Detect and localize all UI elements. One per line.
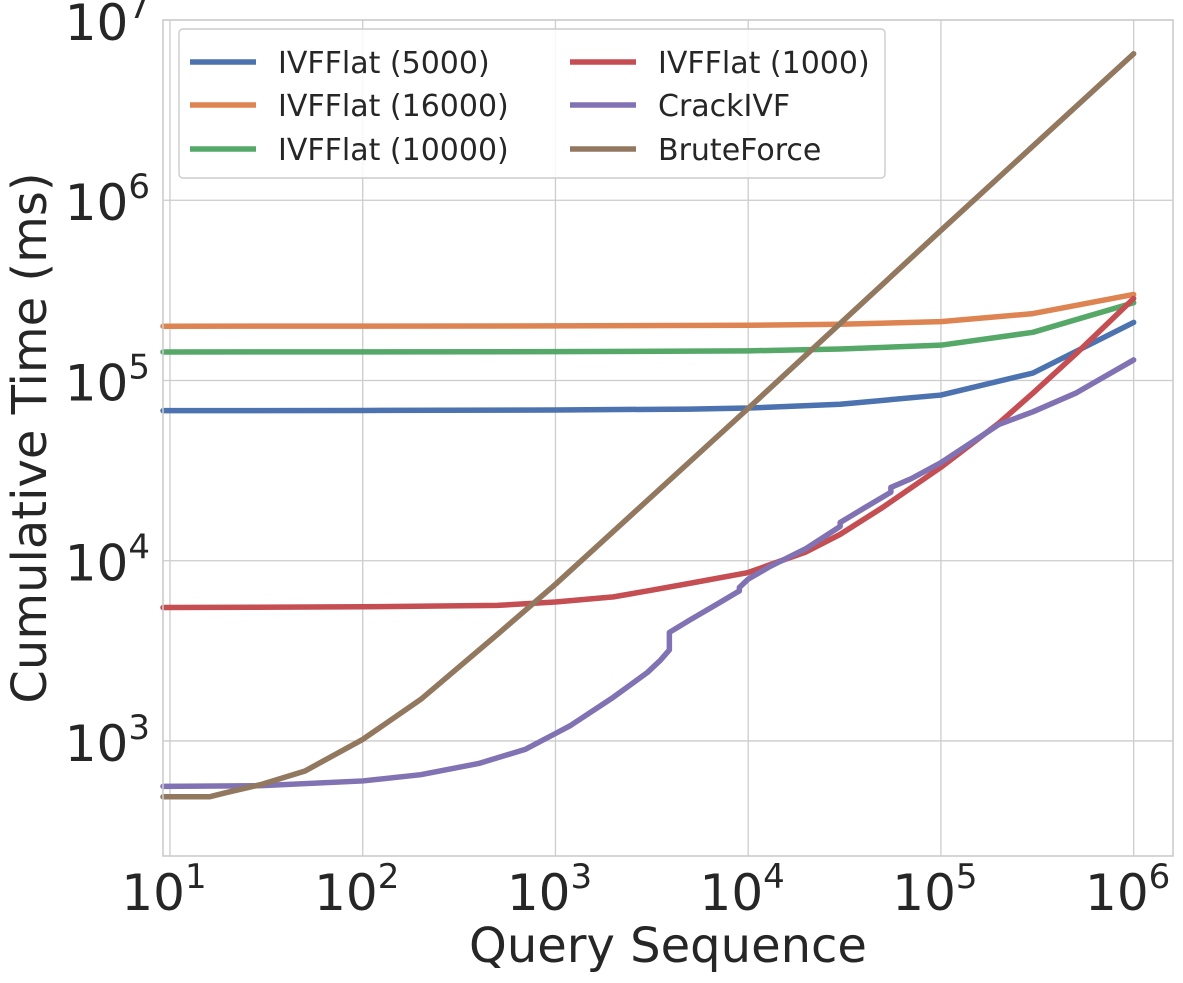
x-axis-ticks: 101 102 103 104 105 106 (121, 857, 1170, 922)
legend-label-ivfflat-16000: IVFFlat (16000) (278, 89, 509, 124)
y-axis-label: Cumulative Time (ms) (2, 172, 58, 703)
y-tick-label-2: 105 (65, 347, 150, 412)
y-tick-label-4: 107 (65, 0, 150, 52)
series-line-crackivf (160, 357, 1137, 790)
series-line-ivfflat-10000 (160, 299, 1137, 355)
x-tick-label-0: 101 (121, 857, 206, 922)
y-tick-label-3: 106 (65, 167, 150, 232)
x-tick-label-4: 105 (892, 857, 977, 922)
series-line-bruteforce (160, 50, 1137, 800)
plot-frame (162, 19, 1174, 857)
x-tick-label-1: 102 (314, 857, 399, 922)
series-layer (160, 50, 1137, 800)
x-tick-label-2: 103 (507, 857, 592, 922)
legend-label-crackivf: CrackIVF (658, 89, 790, 124)
legend-label-bruteforce: BruteForce (658, 133, 821, 168)
x-tick-label-5: 106 (1085, 857, 1170, 922)
y-tick-label-0: 103 (65, 708, 150, 773)
y-tick-label-1: 104 (65, 528, 150, 593)
x-axis-label: Query Sequence (469, 918, 867, 974)
legend-box (178, 28, 886, 179)
y-axis-ticks: 103 104 105 106 107 (65, 0, 150, 773)
legend-label-ivfflat-1000: IVFFlat (1000) (658, 46, 870, 81)
legend-label-ivfflat-5000: IVFFlat (5000) (278, 46, 490, 81)
legend-label-ivfflat-10000: IVFFlat (10000) (278, 133, 509, 168)
series-line-ivfflat-16000 (160, 291, 1137, 329)
legend: IVFFlat (5000) IVFFlat (16000) IVFFlat (10… (178, 28, 886, 179)
x-tick-label-3: 104 (700, 857, 785, 922)
